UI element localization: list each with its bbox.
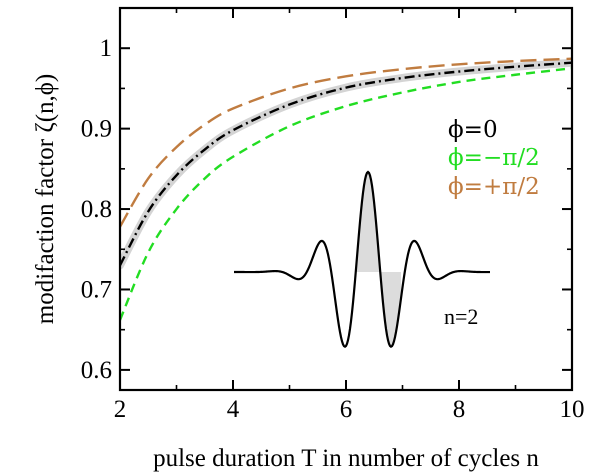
- y-axis-title: modifaction factor ζ(n,ϕ): [32, 74, 59, 325]
- y-tick-label: 0.9: [81, 116, 112, 143]
- legend: ϕ=0 ϕ=−π/2 ϕ=+π/2: [448, 117, 540, 200]
- x-axis-title: pulse duration T in number of cycles n: [153, 445, 539, 472]
- tick-labels: 2 4 6 8 10 0.6 0.7 0.8 0.9 1: [81, 35, 585, 423]
- x-tick-label: 8: [453, 396, 466, 423]
- inset-label: n=2: [444, 304, 478, 329]
- ticks-layer: [119, 8, 573, 390]
- y-tick-label: 0.7: [81, 276, 112, 303]
- y-tick-label: 1: [100, 35, 113, 62]
- series-line-1: [120, 67, 572, 321]
- series-line-0: [120, 61, 572, 266]
- x-tick-label: 2: [114, 396, 127, 423]
- inset-pulse: [234, 170, 490, 349]
- inset-waveform: [234, 170, 490, 349]
- legend-entry-0: ϕ=0: [448, 117, 498, 143]
- legend-entry-2: ϕ=+π/2: [448, 174, 540, 200]
- y-tick-label: 0.6: [81, 357, 112, 384]
- series-line-2: [120, 57, 572, 228]
- x-tick-label: 6: [340, 396, 353, 423]
- y-tick-label: 0.8: [81, 196, 112, 223]
- x-tick-label: 4: [227, 396, 240, 423]
- legend-entry-1: ϕ=−π/2: [448, 145, 540, 171]
- series-layer: [120, 57, 572, 321]
- x-tick-label: 10: [560, 396, 585, 423]
